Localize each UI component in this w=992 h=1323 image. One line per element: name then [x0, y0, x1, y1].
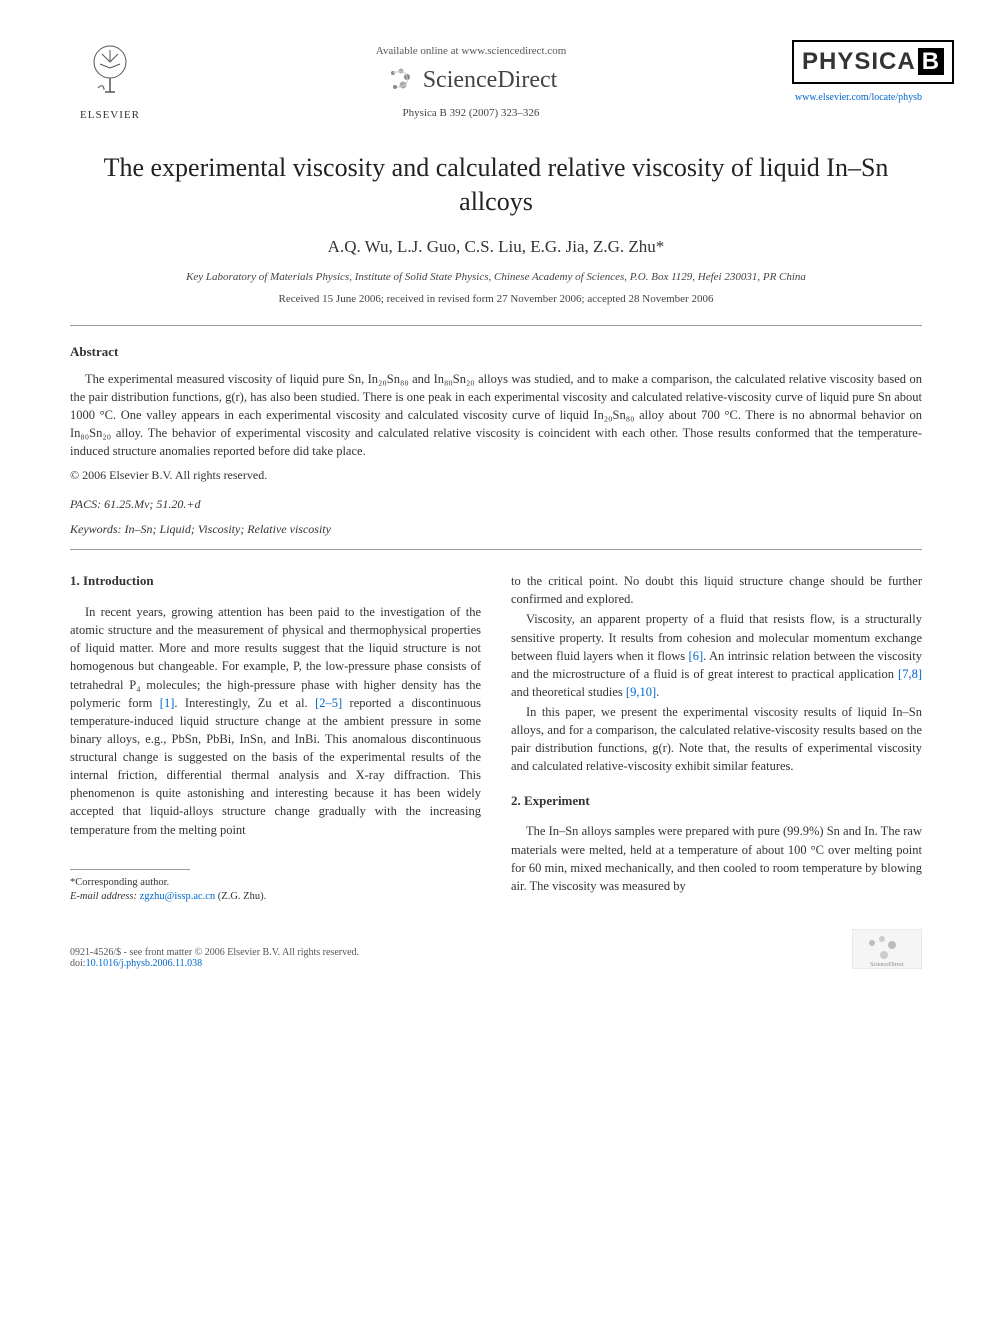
footer-left: 0921-4526/$ - see front matter © 2006 El… [70, 947, 359, 969]
abstract-copyright: © 2006 Elsevier B.V. All rights reserved… [70, 468, 922, 483]
doi-link[interactable]: 10.1016/j.physb.2006.11.038 [86, 958, 203, 969]
sciencedirect-footer-icon: ScienceDirect [852, 929, 922, 969]
citation-2-5[interactable]: [2–5] [315, 696, 342, 710]
physica-letter-b: B [918, 48, 944, 75]
email-suffix: (Z.G. Zhu). [215, 891, 266, 902]
citation-1[interactable]: [1] [160, 696, 175, 710]
experiment-para-1: The In–Sn alloys samples were prepared w… [511, 822, 922, 895]
email-address[interactable]: zgzhu@issp.ac.cn [140, 891, 216, 902]
keywords-line: Keywords: In–Sn; Liquid; Viscosity; Rela… [70, 522, 922, 537]
authors: A.Q. Wu, L.J. Guo, C.S. Liu, E.G. Jia, Z… [70, 237, 922, 257]
abstract-body: The experimental measured viscosity of l… [70, 370, 922, 461]
journal-homepage-link[interactable]: www.elsevier.com/locate/physb [792, 92, 922, 103]
rule-bottom [70, 549, 922, 550]
pacs-line: PACS: 61.25.Mv; 51.20.+d [70, 497, 922, 512]
doi-label: doi: [70, 958, 86, 969]
citation-6[interactable]: [6] [689, 649, 704, 663]
intro-p1-continuation: to the critical point. No doubt this liq… [511, 572, 922, 608]
footnote-block: *Corresponding author. E-mail address: z… [70, 876, 481, 905]
sciencedirect-logo: ScienceDirect [150, 65, 792, 95]
header-row: ELSEVIER Available online at www.science… [70, 40, 922, 121]
intro-p1a: In recent years, growing attention has b… [70, 605, 481, 710]
right-column: to the critical point. No doubt this liq… [511, 572, 922, 905]
citation-7-8[interactable]: [7,8] [898, 667, 922, 681]
experiment-heading: 2. Experiment [511, 792, 922, 811]
body-columns: 1. Introduction In recent years, growing… [70, 572, 922, 905]
intro-p1c: reported a discontinuous temperature-ind… [70, 696, 481, 837]
physica-box: PHYSICAB [792, 40, 954, 84]
intro-para-3: In this paper, we present the experiment… [511, 703, 922, 776]
footnote-separator [70, 869, 190, 870]
article-title: The experimental viscosity and calculate… [70, 151, 922, 219]
email-line: E-mail address: zgzhu@issp.ac.cn (Z.G. Z… [70, 890, 481, 905]
physica-logo-block: PHYSICAB www.elsevier.com/locate/physb [792, 40, 922, 103]
physica-text: PHYSICA [802, 48, 916, 75]
intro-p2c: and theoretical studies [511, 685, 626, 699]
sciencedirect-text: ScienceDirect [423, 67, 558, 94]
header-center: Available online at www.sciencedirect.co… [150, 40, 792, 119]
elsevier-tree-icon [80, 40, 140, 100]
svg-text:ScienceDirect: ScienceDirect [870, 962, 904, 968]
email-label: E-mail address: [70, 891, 140, 902]
footer-bar: 0921-4526/$ - see front matter © 2006 El… [70, 929, 922, 969]
doi-line: doi:10.1016/j.physb.2006.11.038 [70, 958, 359, 969]
intro-p2d: . [656, 685, 659, 699]
corresponding-author: *Corresponding author. [70, 876, 481, 891]
intro-heading: 1. Introduction [70, 572, 481, 591]
citation-9-10[interactable]: [9,10] [626, 685, 656, 699]
affiliation: Key Laboratory of Materials Physics, Ins… [70, 271, 922, 283]
abstract-heading: Abstract [70, 344, 922, 360]
elsevier-logo: ELSEVIER [70, 40, 150, 121]
journal-reference: Physica B 392 (2007) 323–326 [150, 107, 792, 119]
sciencedirect-swirl-icon [385, 65, 415, 95]
left-column: 1. Introduction In recent years, growing… [70, 572, 481, 905]
intro-p1b: . Interestingly, Zu et al. [174, 696, 315, 710]
rule-top [70, 325, 922, 326]
available-online-text: Available online at www.sciencedirect.co… [150, 45, 792, 57]
intro-para-1: In recent years, growing attention has b… [70, 603, 481, 839]
elsevier-text: ELSEVIER [70, 109, 150, 121]
article-dates: Received 15 June 2006; received in revis… [70, 293, 922, 305]
intro-para-2: Viscosity, an apparent property of a flu… [511, 610, 922, 701]
issn-line: 0921-4526/$ - see front matter © 2006 El… [70, 947, 359, 958]
